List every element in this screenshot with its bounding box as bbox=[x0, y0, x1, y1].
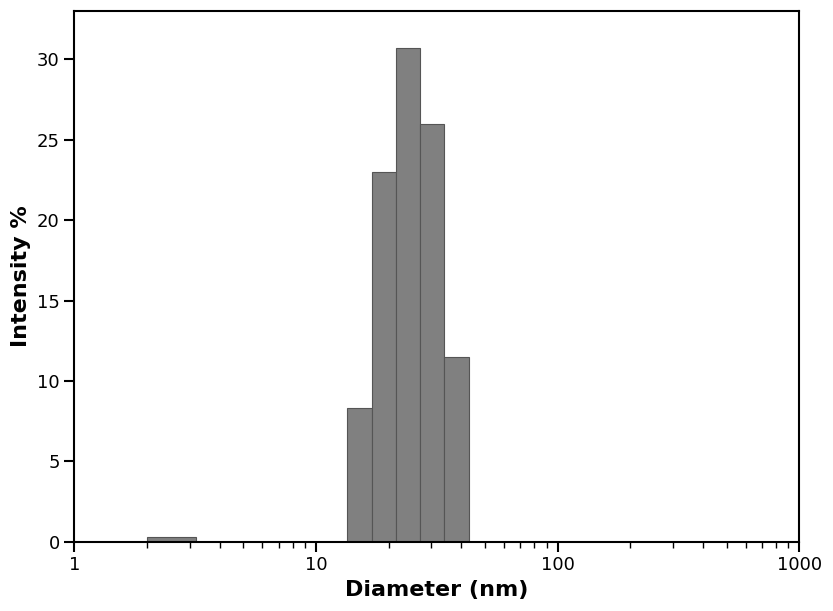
Bar bbox=[372, 172, 397, 542]
Bar bbox=[147, 537, 197, 542]
Bar bbox=[420, 123, 444, 542]
Y-axis label: Intensity %: Intensity % bbox=[11, 205, 31, 347]
Bar bbox=[347, 408, 372, 542]
Bar bbox=[444, 357, 469, 542]
Bar bbox=[397, 48, 420, 542]
X-axis label: Diameter (nm): Diameter (nm) bbox=[345, 580, 528, 600]
